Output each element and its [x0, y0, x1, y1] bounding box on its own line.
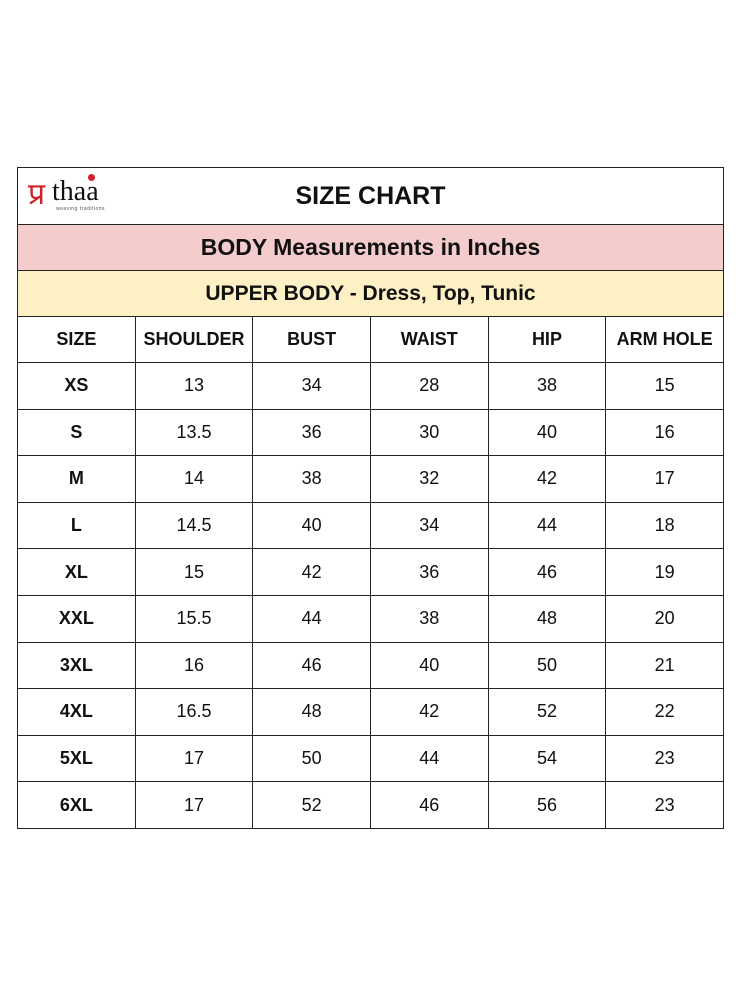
table-cell: 36	[252, 408, 371, 457]
table-cell: 28	[369, 362, 489, 410]
table-cell: 13.5	[134, 408, 254, 457]
table-cell: 50	[487, 641, 607, 690]
column-header: SIZE	[17, 316, 136, 363]
table-cell: 20	[605, 594, 724, 643]
table-cell: 14	[134, 455, 254, 503]
table-cell: 15	[134, 548, 254, 596]
section-title: UPPER BODY - Dress, Top, Tunic	[17, 270, 724, 317]
table-cell: 38	[252, 455, 371, 503]
table-cell: XXL	[17, 594, 136, 643]
table-row: L 14.5 40 34 44 18	[17, 501, 724, 550]
table-row: S 13.5 36 30 40 16	[17, 408, 724, 457]
table-cell: 17	[134, 734, 254, 783]
table-row: 4XL 16.5 48 42 52 22	[17, 688, 724, 736]
table-cell: 30	[369, 408, 489, 457]
table-cell: 32	[369, 455, 489, 503]
size-chart-table: प्र thaa weaving traditions SIZE CHART BOD…	[17, 167, 724, 829]
table-cell: 44	[252, 594, 371, 643]
table-row: 5XL 17 50 44 54 23	[17, 734, 724, 783]
table-cell: 44	[487, 501, 607, 550]
table-cell: 16	[134, 641, 254, 690]
table-row: M 14 38 32 42 17	[17, 455, 724, 503]
table-cell: 40	[487, 408, 607, 457]
table-cell: 15.5	[134, 594, 254, 643]
table-cell: 4XL	[17, 688, 136, 736]
table-cell: 18	[605, 501, 724, 550]
table-cell: 23	[605, 734, 724, 783]
table-cell: 19	[605, 548, 724, 596]
table-cell: 56	[487, 781, 607, 829]
table-row: 6XL 17 52 46 56 23	[17, 781, 724, 829]
table-cell: 3XL	[17, 641, 136, 690]
table-cell: 48	[487, 594, 607, 643]
column-header: ARM HOLE	[605, 316, 724, 363]
column-header: WAIST	[369, 316, 489, 363]
table-cell: XS	[17, 362, 136, 410]
table-cell: 46	[252, 641, 371, 690]
table-cell: 44	[369, 734, 489, 783]
table-cell: 40	[252, 501, 371, 550]
table-cell: 6XL	[17, 781, 136, 829]
table-cell: 17	[605, 455, 724, 503]
table-cell: 52	[487, 688, 607, 736]
table-cell: L	[17, 501, 136, 550]
table-cell: 16.5	[134, 688, 254, 736]
table-cell: 50	[252, 734, 371, 783]
title-cell: प्र thaa weaving traditions SIZE CHART	[17, 167, 724, 225]
table-cell: 34	[369, 501, 489, 550]
table-cell: 5XL	[17, 734, 136, 783]
table-cell: 15	[605, 362, 724, 410]
table-cell: 23	[605, 781, 724, 829]
table-cell: XL	[17, 548, 136, 596]
table-cell: 17	[134, 781, 254, 829]
column-header: SHOULDER	[134, 316, 254, 363]
table-cell: 48	[252, 688, 371, 736]
table-cell: 46	[487, 548, 607, 596]
table-cell: 13	[134, 362, 254, 410]
table-row: XXL 15.5 44 38 48 20	[17, 594, 724, 643]
table-cell: 40	[369, 641, 489, 690]
table-cell: 22	[605, 688, 724, 736]
table-cell: 14.5	[134, 501, 254, 550]
table-row: XL 15 42 36 46 19	[17, 548, 724, 596]
table-cell: 42	[369, 688, 489, 736]
table-cell: 16	[605, 408, 724, 457]
table-row: 3XL 16 46 40 50 21	[17, 641, 724, 690]
table-cell: 54	[487, 734, 607, 783]
table-row: XS 13 34 28 38 15	[17, 362, 724, 410]
table-cell: 34	[252, 362, 371, 410]
table-cell: 52	[252, 781, 371, 829]
table-cell: 36	[369, 548, 489, 596]
table-cell: 46	[369, 781, 489, 829]
subtitle: BODY Measurements in Inches	[17, 224, 724, 271]
column-header: HIP	[487, 316, 607, 363]
page-title: SIZE CHART	[295, 181, 446, 210]
brand-logo: प्र thaa weaving traditions	[28, 174, 106, 212]
table-cell: M	[17, 455, 136, 503]
table-cell: 38	[487, 362, 607, 410]
table-cell: 21	[605, 641, 724, 690]
table-cell: 42	[487, 455, 607, 503]
table-cell: 42	[252, 548, 371, 596]
header-row: SIZE SHOULDER BUST WAIST HIP ARM HOLE	[17, 316, 724, 363]
table-cell: S	[17, 408, 136, 457]
table-cell: 38	[369, 594, 489, 643]
column-header: BUST	[252, 316, 371, 363]
